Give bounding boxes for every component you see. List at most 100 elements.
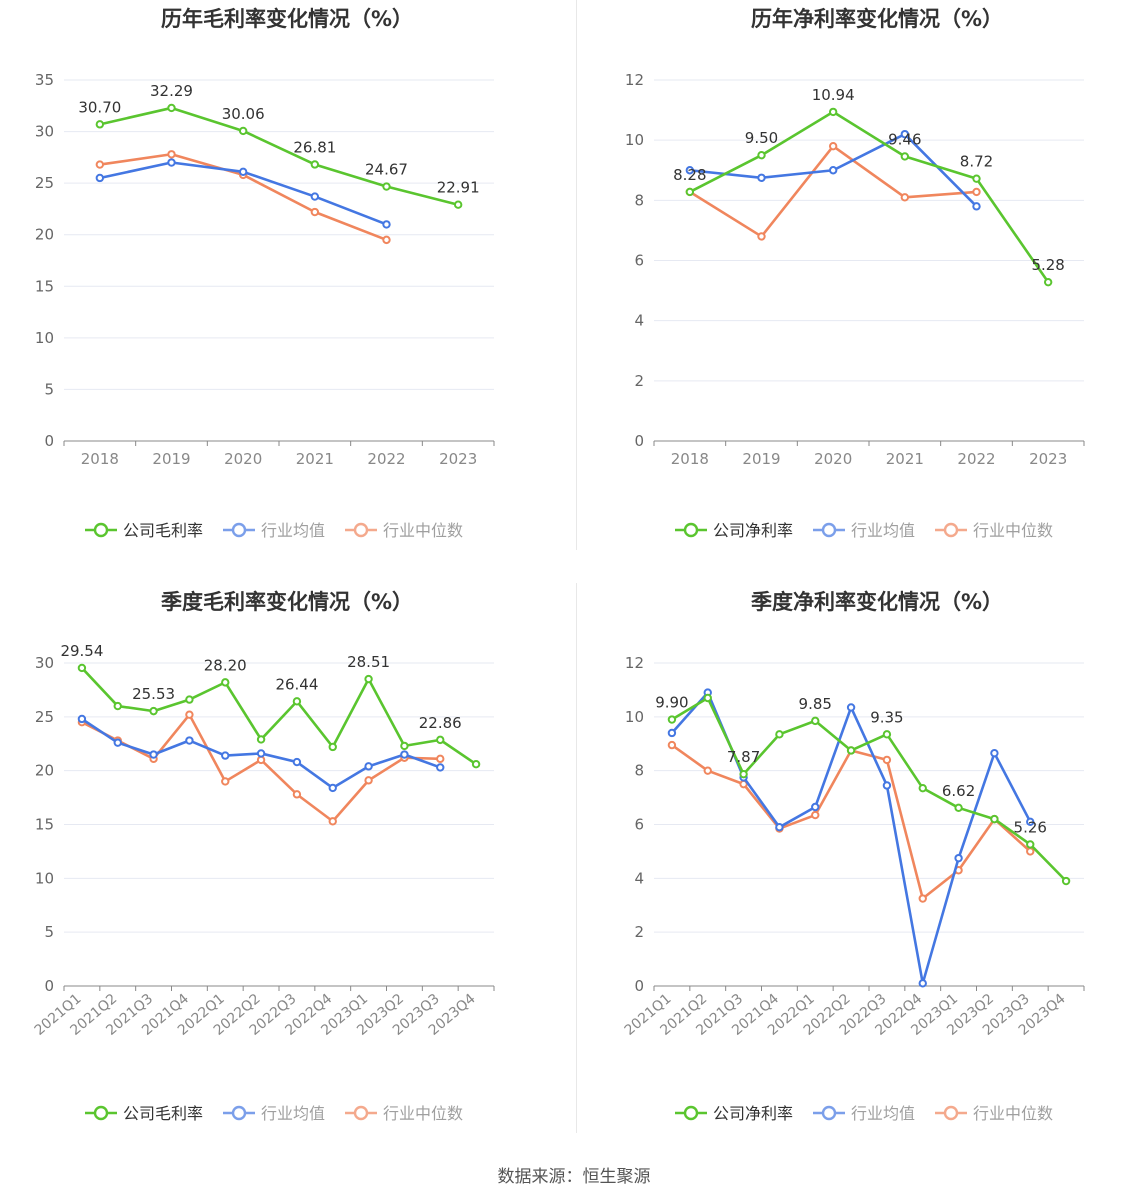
data-point-company — [882, 730, 892, 739]
data-label: 7.87 — [727, 748, 760, 766]
data-point-company — [453, 200, 463, 209]
data-point-company — [238, 126, 248, 136]
data-point-company — [436, 735, 445, 745]
legend-marker — [821, 522, 837, 538]
y-tick-label: 12 — [625, 654, 644, 672]
data-point-median — [918, 894, 927, 903]
data-point-avg — [292, 757, 302, 767]
data-point-median — [757, 232, 766, 241]
data-point-median — [703, 766, 712, 775]
data-label: 32.29 — [150, 82, 193, 100]
data-label: 9.35 — [870, 708, 903, 726]
data-point-median — [185, 710, 194, 719]
series-line-company — [99, 106, 459, 206]
legend-label: 行业中位数 — [383, 521, 463, 540]
y-tick-label: 12 — [625, 71, 644, 89]
data-point-company — [1026, 840, 1035, 849]
data-point-median — [1026, 847, 1035, 856]
y-tick-label: 0 — [634, 432, 644, 450]
panel-quarterly-net: 季度净利率变化情况（%） 0 2 4 6 8 10 12 2021Q1 2021Q2 2021Q3 2… — [574, 583, 1148, 1166]
data-point-company — [167, 103, 176, 113]
data-point-avg — [328, 783, 337, 793]
data-point-company — [328, 742, 337, 752]
data-point-company — [775, 730, 784, 739]
divider-bottom — [576, 583, 577, 1133]
legend-marker — [683, 1105, 699, 1121]
y-tick-label: 5 — [44, 380, 54, 398]
data-point-avg — [400, 750, 409, 759]
data-point-avg — [828, 166, 838, 175]
data-label: 30.70 — [78, 98, 121, 116]
y-tick-label: 6 — [634, 816, 644, 834]
data-label: 5.28 — [1031, 256, 1064, 274]
data-label: 22.91 — [437, 179, 480, 197]
data-point-company — [900, 152, 910, 161]
y-tick-label: 8 — [634, 191, 644, 209]
data-point-avg — [310, 192, 320, 201]
data-point-median — [882, 755, 892, 765]
data-label: 25.53 — [132, 685, 175, 703]
data-point-company — [954, 803, 963, 813]
x-tick-label: 2022 — [367, 450, 405, 468]
series-line-company — [671, 696, 1068, 882]
data-point-company — [382, 182, 391, 191]
x-tick-label: 2020 — [814, 450, 852, 468]
legend-item-company: 公司净利率 — [675, 521, 793, 540]
y-tick-label: 10 — [625, 131, 644, 149]
divider-top — [576, 0, 577, 550]
legend-item-avg: 行业均值 — [223, 521, 325, 540]
series-line-median — [81, 713, 441, 823]
data-label: 28.20 — [204, 656, 247, 674]
legend-item-median: 行业中位数 — [935, 521, 1053, 540]
data-point-company — [221, 678, 230, 687]
data-point-company — [400, 741, 409, 751]
data-point-avg — [221, 751, 230, 760]
panel-quarterly-gross: 季度毛利率变化情况（%） 0 5 10 15 20 25 30 2021Q1 2021Q2 2021… — [0, 583, 574, 1166]
series-line-company — [80, 667, 477, 766]
data-point-company — [77, 663, 87, 673]
y-tick-label: 0 — [44, 432, 54, 450]
chart-quarterly-net-margin: 季度净利率变化情况（%）0246810122021Q12021Q22021Q32… — [622, 590, 1085, 1123]
y-tick-label: 15 — [35, 277, 54, 295]
data-point-median — [828, 141, 838, 151]
data-point-company — [95, 120, 105, 129]
legend-label: 行业中位数 — [973, 1104, 1053, 1123]
data-point-avg — [775, 822, 784, 832]
y-tick-label: 2 — [634, 372, 644, 390]
legend-item-median: 行业中位数 — [935, 1104, 1053, 1123]
data-point-company — [256, 735, 266, 744]
chart-title: 季度净利率变化情况（%） — [751, 590, 1003, 614]
data-point-median — [256, 755, 266, 765]
legend-marker — [821, 1105, 837, 1121]
data-label: 29.54 — [60, 642, 103, 660]
y-tick-label: 0 — [44, 977, 54, 995]
data-point-company — [1043, 277, 1053, 287]
data-label: 24.67 — [365, 161, 408, 179]
y-tick-label: 15 — [35, 816, 54, 834]
data-point-avg — [167, 158, 176, 167]
y-tick-label: 0 — [634, 977, 644, 995]
data-point-median — [167, 150, 176, 159]
data-point-median — [900, 193, 910, 202]
legend-marker — [231, 1105, 247, 1121]
y-tick-label: 4 — [634, 869, 644, 887]
data-label: 9.50 — [745, 129, 778, 147]
y-tick-label: 30 — [35, 654, 54, 672]
legend-label: 公司毛利率 — [123, 521, 203, 540]
x-tick-label: 2021 — [886, 450, 924, 468]
data-point-company — [828, 107, 838, 117]
legend-label: 行业均值 — [261, 1104, 325, 1123]
data-point-median — [95, 160, 105, 169]
data-point-company — [113, 701, 122, 711]
data-point-avg — [757, 173, 766, 182]
data-point-avg — [990, 748, 999, 758]
data-point-avg — [185, 736, 194, 745]
legend-item-median: 行业中位数 — [345, 521, 463, 540]
data-label: 8.72 — [960, 153, 993, 171]
data-point-median — [382, 235, 391, 245]
data-source: 数据来源：恒生聚源 — [497, 1167, 651, 1187]
data-label: 5.26 — [1014, 818, 1047, 836]
legend-label: 行业均值 — [851, 521, 915, 540]
y-tick-label: 10 — [35, 869, 54, 887]
data-point-company — [685, 187, 695, 197]
